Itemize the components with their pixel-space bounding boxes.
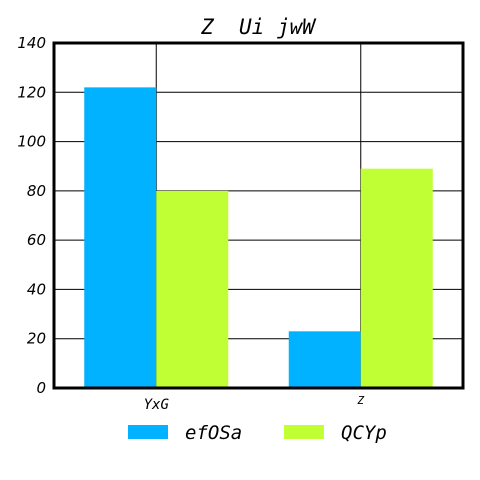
- legend-swatch-QCYp: [284, 425, 324, 439]
- bar-efOSa-Z: [288, 331, 361, 388]
- y-tick-label: 140: [17, 34, 46, 52]
- y-tick-label: 80: [27, 182, 46, 200]
- plot-frame: [52, 41, 465, 390]
- y-tick-label: 60: [27, 231, 46, 249]
- bar-QCYp-Z: [360, 168, 433, 388]
- legend-label-QCYp: QCYp: [341, 422, 387, 444]
- y-tick-label: 0: [36, 379, 46, 397]
- legend-label-efOSa: efOSa: [185, 422, 242, 444]
- legend: efOSa QCYp: [128, 422, 387, 444]
- y-tick-label: 40: [27, 280, 46, 298]
- legend-swatch-efOSa: [128, 425, 168, 439]
- y-tick-label: 20: [27, 330, 46, 348]
- x-axis-ticks: YxG Z: [144, 394, 365, 413]
- chart-title: Z Ui jwW: [200, 15, 317, 39]
- x-tick-label: YxG: [144, 397, 170, 413]
- bar-QCYp-YxG: [156, 190, 229, 388]
- y-tick-label: 100: [17, 133, 46, 151]
- bars: [84, 87, 433, 388]
- y-axis-ticks: 0 20 40 60 80 100 120 140: [17, 34, 46, 397]
- x-tick-label: Z: [356, 394, 364, 407]
- y-tick-label: 120: [17, 83, 46, 101]
- bar-efOSa-YxG: [84, 87, 157, 388]
